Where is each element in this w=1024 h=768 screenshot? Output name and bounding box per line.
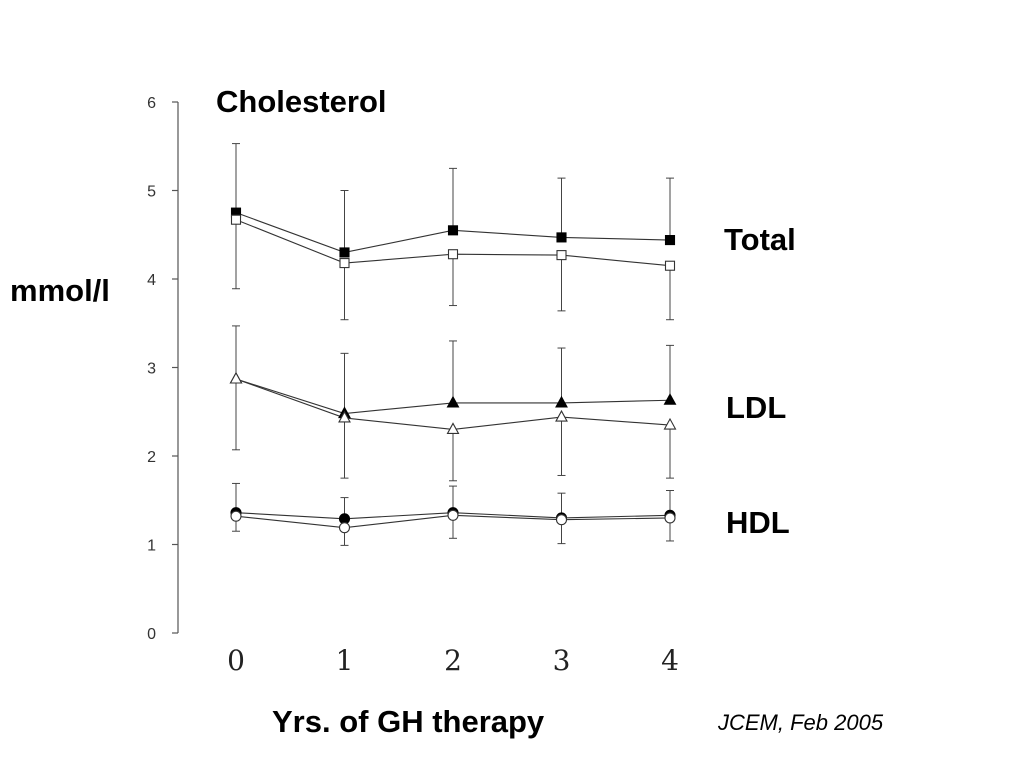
series-markers xyxy=(229,207,677,534)
x-tick-label: 3 xyxy=(553,644,571,677)
axes: 0 1 2 3 4 5 6 0 1 2 3 4 xyxy=(147,95,679,677)
x-tick-label: 2 xyxy=(444,644,462,677)
error-bars xyxy=(232,143,674,546)
x-tick-label: 0 xyxy=(227,644,245,677)
point-ldl-filled xyxy=(446,395,460,408)
point-total-open xyxy=(447,249,459,260)
point-hdl-open xyxy=(555,514,568,526)
point-total-filled xyxy=(339,247,350,258)
point-ldl-open xyxy=(229,371,243,384)
y-tick-label: 0 xyxy=(147,626,156,643)
point-ldl-open xyxy=(446,422,460,435)
point-total-open xyxy=(664,260,676,271)
y-tick-label: 1 xyxy=(147,538,156,555)
group-label-hdl: HDL xyxy=(726,505,790,540)
x-tick-label: 1 xyxy=(336,644,354,677)
point-ldl-open xyxy=(663,417,677,430)
point-hdl-open xyxy=(664,512,676,524)
point-total-open xyxy=(556,250,567,261)
y-tick-label: 6 xyxy=(147,95,156,112)
group-label-total: Total xyxy=(724,222,796,257)
x-axis-label: Yrs. of GH therapy xyxy=(272,704,545,739)
point-total-filled xyxy=(664,235,676,246)
point-total-filled xyxy=(447,225,459,236)
point-total-open xyxy=(230,214,242,225)
point-ldl-filled xyxy=(555,395,568,408)
point-ldl-open xyxy=(338,410,351,423)
point-ldl-filled xyxy=(663,393,677,405)
point-ldl-open xyxy=(555,409,568,422)
y-tick-label: 4 xyxy=(147,272,156,289)
point-hdl-open xyxy=(338,522,351,534)
x-tick-label: 4 xyxy=(661,644,679,677)
y-tick-label: 5 xyxy=(147,184,156,201)
group-label-ldl: LDL xyxy=(726,390,787,425)
y-axis-label: mmol/l xyxy=(10,273,110,308)
point-total-filled xyxy=(556,232,567,243)
source-citation: JCEM, Feb 2005 xyxy=(718,710,884,735)
point-total-open xyxy=(339,258,350,269)
point-hdl-open xyxy=(447,509,459,521)
chart-title: Cholesterol xyxy=(216,84,387,119)
point-hdl-open xyxy=(230,510,242,522)
y-tick-label: 3 xyxy=(147,361,156,378)
y-tick-label: 2 xyxy=(147,449,156,466)
